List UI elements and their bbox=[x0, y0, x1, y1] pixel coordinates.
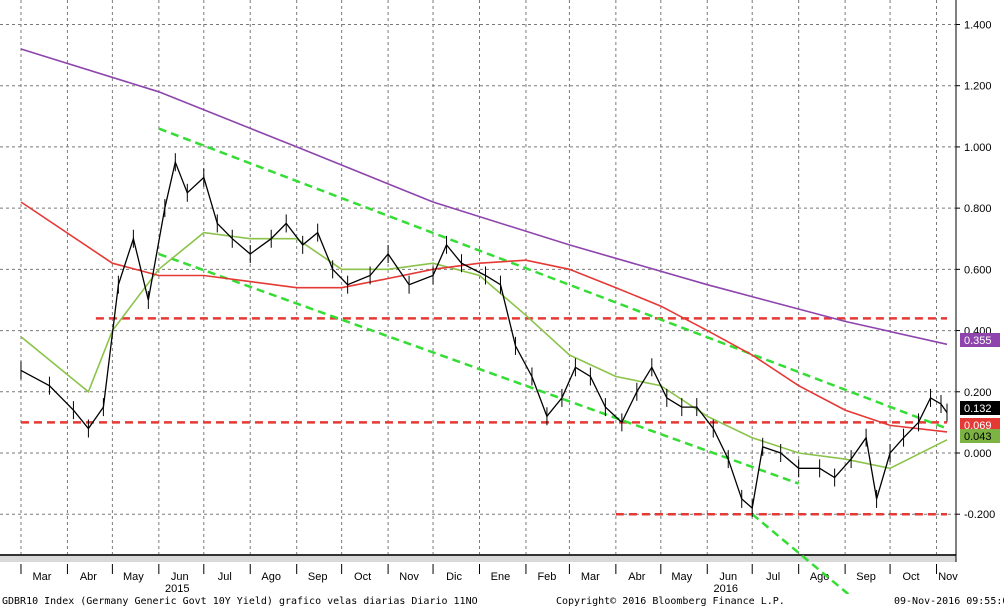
x-tick-label: Abr bbox=[628, 571, 645, 583]
value-tag: 0.132 bbox=[960, 401, 1000, 415]
x-tick-label: Jul bbox=[766, 571, 780, 583]
trend-channel-line bbox=[751, 513, 851, 594]
footer-copyright: Copyright© 2016 Bloomberg Finance L.P. bbox=[556, 596, 785, 607]
value-tag-box bbox=[960, 418, 1000, 432]
x-tick-label: Mar bbox=[581, 571, 600, 583]
value-tag-box bbox=[960, 429, 1000, 443]
x-tick-label: Sep bbox=[856, 571, 876, 583]
y-tick-label: -0.200 bbox=[964, 509, 995, 521]
x-tick-label: Mar bbox=[32, 571, 51, 583]
x-axis-band bbox=[0, 556, 956, 562]
value-tag-label: 0.043 bbox=[964, 431, 992, 443]
x-tick-label: Abr bbox=[80, 571, 97, 583]
moving-average-line bbox=[20, 231, 948, 470]
footer-description: GDBR10 Index (Germany Generic Govt 10Y Y… bbox=[2, 596, 478, 607]
footer-timestamp: 09-Nov-2016 09:55:08 bbox=[894, 596, 1004, 607]
value-tag: 0.355 bbox=[960, 333, 1000, 347]
x-tick-label: May bbox=[671, 571, 692, 583]
year-label: 2016 bbox=[713, 583, 737, 594]
price-line bbox=[20, 160, 948, 510]
value-tag-box bbox=[960, 333, 1000, 347]
x-tick-label: Ago bbox=[261, 571, 281, 583]
x-tick-label: Jun bbox=[171, 571, 189, 583]
value-tag-label: 0.132 bbox=[964, 403, 992, 415]
y-tick-label: 1.400 bbox=[964, 19, 992, 31]
value-tag: 0.043 bbox=[960, 429, 1000, 443]
moving-average-line bbox=[20, 201, 948, 433]
x-tick-label: Jun bbox=[719, 571, 737, 583]
x-tick-label: Oct bbox=[354, 571, 371, 583]
value-tag-label: 0.355 bbox=[964, 335, 992, 347]
y-tick-label: 0.800 bbox=[964, 203, 992, 215]
trend-channel-line bbox=[158, 252, 800, 485]
x-tick-label: Oct bbox=[902, 571, 919, 583]
yield-chart: 1.4001.2001.0000.8000.6000.4000.2000.000… bbox=[0, 0, 1000, 594]
x-tick-label: Ene bbox=[491, 571, 511, 583]
x-tick-label: Jul bbox=[218, 571, 232, 583]
value-tag-box bbox=[960, 401, 1000, 415]
x-tick-label: Nov bbox=[938, 571, 958, 583]
y-tick-label: 0.200 bbox=[964, 387, 992, 399]
year-label: 2015 bbox=[165, 583, 189, 594]
x-tick-label: Sep bbox=[308, 571, 328, 583]
x-tick-label: Dic bbox=[446, 571, 462, 583]
moving-average-line bbox=[20, 48, 948, 346]
y-tick-label: 1.000 bbox=[964, 142, 992, 154]
footer: GDBR10 Index (Germany Generic Govt 10Y Y… bbox=[0, 594, 1004, 610]
y-tick-label: 1.200 bbox=[964, 81, 992, 93]
y-tick-label: 0.600 bbox=[964, 264, 992, 276]
x-tick-label: May bbox=[123, 571, 144, 583]
x-tick-label: Nov bbox=[399, 571, 419, 583]
y-tick-label: 0.000 bbox=[964, 448, 992, 460]
x-tick-label: Feb bbox=[537, 571, 556, 583]
plot-area bbox=[0, 0, 956, 554]
trend-channel-line bbox=[158, 127, 948, 430]
